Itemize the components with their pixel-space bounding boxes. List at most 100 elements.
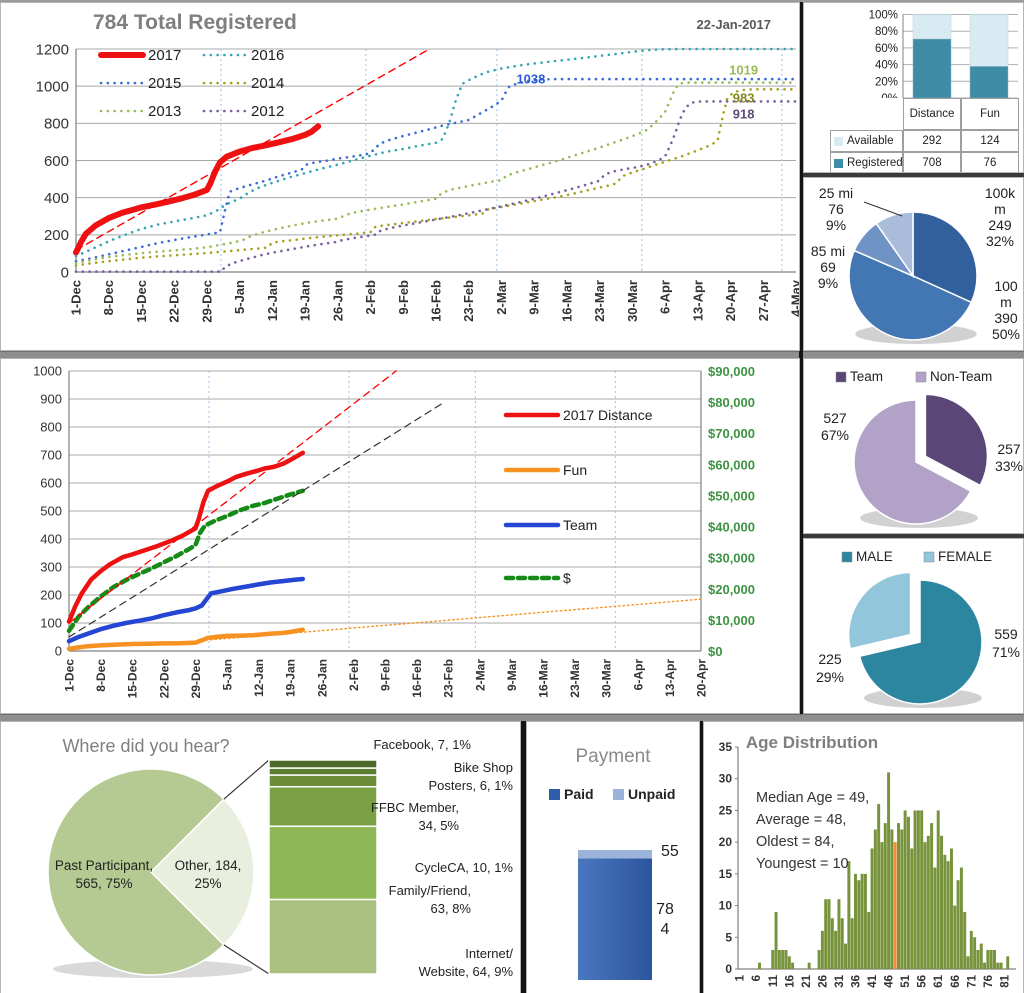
y2-tick: $0: [708, 644, 722, 659]
age-bar-63: [943, 854, 947, 969]
x-tick: 23-Mar: [592, 280, 607, 322]
series-2013: [74, 81, 798, 265]
slice-label-100 m: 100: [994, 278, 1018, 294]
age-bar-60: [933, 867, 937, 969]
slice-label-100k m: 100k: [985, 185, 1016, 201]
bar-segment-CycleCA: [268, 774, 378, 788]
gender_pie: 559 71% 225 29% MALE FEMALE: [816, 549, 1020, 708]
slice-label-MALE: 559: [994, 626, 1018, 642]
x-tick: 27-Apr: [756, 280, 771, 321]
bar-registered-Distance: [912, 38, 952, 98]
x-tick: 9-Mar: [527, 280, 542, 315]
age-bar-57: [923, 842, 927, 969]
pct-tick: 60%: [875, 43, 898, 55]
bar-unpaid: [578, 850, 652, 859]
x-tick: 9-Mar: [505, 659, 519, 691]
y-tick: 30: [719, 772, 733, 786]
legend-swatch-MALE: [841, 551, 853, 563]
x-tick: 15-Dec: [126, 659, 140, 699]
x-tick: 6: [751, 975, 763, 981]
age-bar-36: [853, 873, 857, 969]
x-tick: 16-Mar: [559, 280, 574, 322]
registered-label: Registered: [847, 156, 903, 169]
x-tick: 2-Mar: [494, 280, 509, 315]
age-bar-13: [777, 949, 781, 969]
slice-label-Past Participant: Past Participant,: [55, 858, 153, 873]
bar-registered-Fun: [969, 66, 1009, 98]
age-bar-46: [887, 772, 891, 969]
legend-label-2013: 2013: [148, 103, 181, 120]
pie-slice-FEMALE: [847, 571, 912, 650]
slice-label-FEMALE: 29%: [816, 669, 844, 685]
age-bar-42: [873, 829, 877, 969]
available-label: Available: [847, 134, 894, 147]
legend-label-$: $: [563, 570, 571, 586]
stats-annotation: Youngest = 10: [756, 856, 849, 872]
divider-payment-age: [700, 721, 703, 993]
panel-hear: Where did you hear? Past Participant, 565,…: [0, 721, 521, 993]
x-tick: 20-Apr: [723, 280, 738, 321]
x-tick: 23-Mar: [568, 659, 582, 698]
chart-title: Where did you hear?: [62, 736, 229, 756]
x-tick: 2-Feb: [347, 659, 361, 691]
capacity-header-fun: Fun: [961, 98, 1019, 130]
y-tick: 200: [44, 227, 69, 244]
age-bar-28: [827, 899, 831, 969]
legend-label-MALE: MALE: [856, 549, 893, 564]
age-bar-47: [890, 829, 894, 969]
x-tick: 20-Apr: [695, 659, 709, 697]
segment-label: Website, 64, 9%: [419, 964, 514, 979]
legend-swatch-Non-Team: [915, 371, 927, 383]
available-swatch: [834, 136, 843, 146]
legend-label-FEMALE: FEMALE: [938, 549, 992, 564]
slice-label-Team: 257: [997, 441, 1021, 457]
x-tick: 9-Feb: [379, 659, 393, 691]
age-bar-56: [920, 810, 924, 969]
pct-tick: 20%: [875, 76, 898, 88]
y-tick: 1000: [33, 364, 62, 379]
x-tick: 76: [983, 975, 995, 988]
y-tick: 20: [719, 835, 733, 849]
pie-slice-25 mi: [875, 211, 914, 279]
age-bar-51: [903, 810, 907, 969]
series-value-label: 1019: [729, 63, 758, 78]
age-bar-77: [989, 949, 993, 969]
x-tick: 41: [867, 974, 879, 987]
y-tick: 0: [725, 962, 732, 976]
slice-label-85 mi: 9%: [818, 275, 838, 291]
age-bar-49: [897, 823, 901, 969]
x-tick: 46: [884, 975, 896, 988]
y-tick: 15: [719, 867, 733, 881]
segment-label: Internet/: [465, 946, 513, 961]
y2-tick: $20,000: [708, 582, 755, 597]
capacity-registered-distance: 708: [903, 152, 961, 172]
capacity-row-available-label: Available: [830, 130, 903, 152]
series-Fun: [66, 627, 306, 652]
slice-label-85 mi: 69: [820, 259, 836, 275]
x-tick: 26-Jan: [315, 659, 329, 697]
age-bar-45: [883, 823, 887, 969]
age-bar-68: [959, 867, 963, 969]
divider-capacity-pie: [803, 173, 1024, 177]
x-tick: 6-Apr: [631, 659, 645, 691]
x-tick: 13-Apr: [663, 659, 677, 697]
age-bar-79: [996, 962, 1000, 969]
bar-segment-Family/Friend: [268, 825, 378, 901]
age-bar-39: [863, 873, 867, 969]
slice-label-Other: Other, 184,: [175, 858, 242, 873]
chart-title: 784 Total Registered: [93, 11, 297, 34]
age-bar-64: [946, 861, 950, 969]
x-tick: 51: [900, 974, 912, 987]
age-bar-12: [774, 911, 778, 969]
segment-label: Family/Friend,: [389, 883, 471, 898]
age-bar-26: [820, 930, 824, 969]
chart-title: Age Distribution: [746, 733, 878, 752]
pie-slice-Other: [149, 798, 255, 946]
x-tick: 56: [917, 975, 929, 988]
capacity-registered-fun: 76: [961, 152, 1019, 172]
y-tick: 1000: [36, 78, 69, 95]
divider-right-col: [799, 2, 803, 714]
y2-tick: $80,000: [708, 395, 755, 410]
y-tick: 500: [40, 504, 62, 519]
